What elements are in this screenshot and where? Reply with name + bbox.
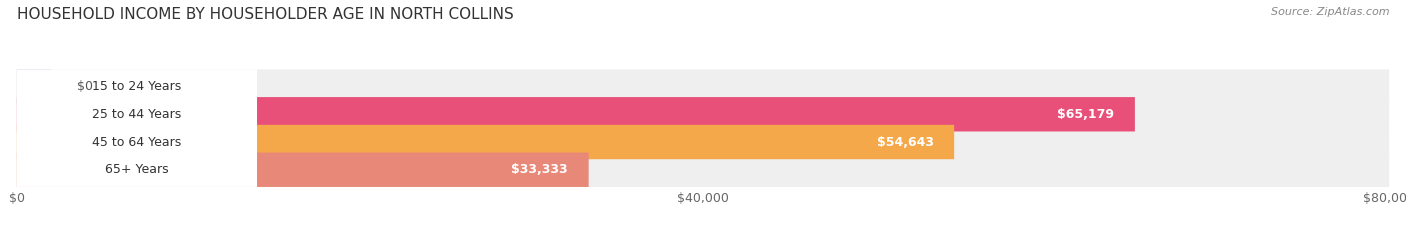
- Text: 65+ Years: 65+ Years: [105, 163, 169, 176]
- Text: 45 to 64 Years: 45 to 64 Years: [93, 136, 181, 148]
- Text: $54,643: $54,643: [876, 136, 934, 148]
- Text: $33,333: $33,333: [512, 163, 568, 176]
- FancyBboxPatch shape: [17, 153, 257, 187]
- Text: Source: ZipAtlas.com: Source: ZipAtlas.com: [1271, 7, 1389, 17]
- Text: $0: $0: [77, 80, 93, 93]
- Text: 15 to 24 Years: 15 to 24 Years: [93, 80, 181, 93]
- FancyBboxPatch shape: [17, 125, 955, 159]
- FancyBboxPatch shape: [17, 125, 257, 159]
- FancyBboxPatch shape: [17, 153, 1389, 187]
- Text: $65,179: $65,179: [1057, 108, 1115, 121]
- FancyBboxPatch shape: [17, 97, 257, 131]
- FancyBboxPatch shape: [17, 97, 1135, 131]
- FancyBboxPatch shape: [17, 125, 1389, 159]
- FancyBboxPatch shape: [17, 97, 1389, 131]
- FancyBboxPatch shape: [17, 69, 257, 104]
- FancyBboxPatch shape: [17, 69, 1389, 104]
- Text: 25 to 44 Years: 25 to 44 Years: [93, 108, 181, 121]
- FancyBboxPatch shape: [17, 69, 51, 104]
- Text: HOUSEHOLD INCOME BY HOUSEHOLDER AGE IN NORTH COLLINS: HOUSEHOLD INCOME BY HOUSEHOLDER AGE IN N…: [17, 7, 513, 22]
- FancyBboxPatch shape: [17, 153, 589, 187]
